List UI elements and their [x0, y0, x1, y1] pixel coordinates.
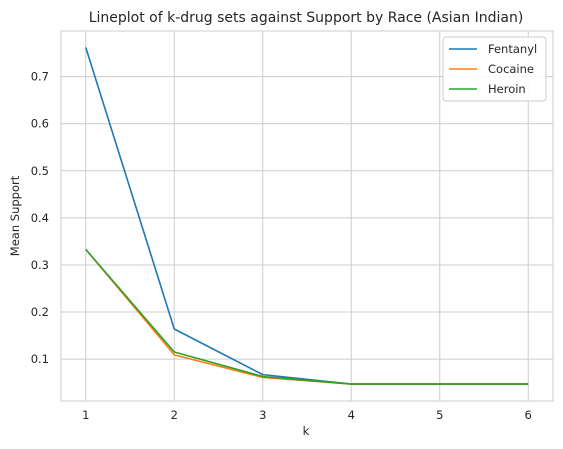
y-tick-label: 0.7 [31, 70, 49, 84]
legend-label-cocaine: Cocaine [488, 62, 534, 76]
legend-label-fentanyl: Fentanyl [488, 42, 537, 56]
x-tick-label: 4 [348, 408, 355, 422]
legend-label-heroin: Heroin [488, 82, 526, 96]
x-tick-label: 2 [171, 408, 178, 422]
x-tick-label: 1 [82, 408, 89, 422]
x-axis-label: k [303, 424, 310, 438]
y-axis-label: Mean Support [8, 175, 22, 256]
plot-frame [60, 30, 554, 402]
y-tick-label: 0.4 [31, 211, 49, 225]
y-tick-label: 0.3 [31, 258, 49, 272]
x-tick-label: 3 [259, 408, 266, 422]
y-tick-label: 0.1 [31, 352, 49, 366]
chart-title: Lineplot of k-drug sets against Support … [89, 10, 524, 26]
x-tick-label: 5 [436, 408, 443, 422]
plot-area: 1 2 3 4 5 6 0.1 0.2 0.3 0.4 0.5 0.6 0.7 Fentanyl Cocai… [31, 30, 554, 422]
series-line-heroin [85, 248, 529, 385]
y-tick-label: 0.2 [31, 305, 49, 319]
x-tick-label: 6 [525, 408, 532, 422]
y-tick-label: 0.5 [31, 164, 49, 178]
y-tick-label: 0.6 [31, 117, 49, 131]
legend-box [442, 36, 547, 102]
